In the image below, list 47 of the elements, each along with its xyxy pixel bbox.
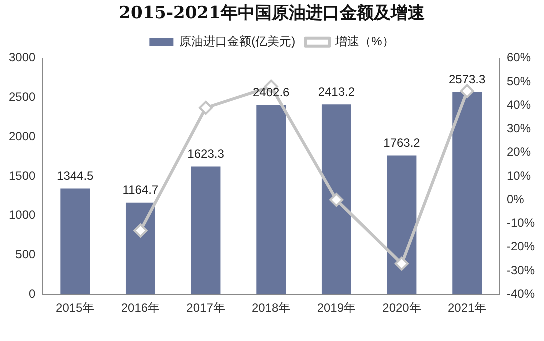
point (330, 193, 344, 208)
y2-tick-label: 50% (506, 74, 532, 88)
y2-tick-label: 30% (506, 122, 532, 136)
point (134, 224, 148, 238)
y2-tick-label: 0% (506, 192, 525, 206)
y2-tick-label: 60% (506, 50, 532, 65)
data-label: 1763.2 (384, 136, 421, 150)
bar (256, 105, 286, 295)
y2-tick-label: 20% (506, 145, 532, 160)
y-tick-label: 1500 (8, 168, 36, 183)
y2-tick-label: -30% (506, 263, 536, 278)
y-tick-label: 2500 (8, 90, 36, 104)
y-tick-label: 2000 (8, 129, 36, 144)
x-tick-label: 2019年 (317, 301, 356, 316)
point (460, 84, 474, 98)
data-label: 1164.7 (122, 183, 159, 198)
bar (60, 188, 90, 295)
x-tick-label: 2016年 (121, 301, 160, 316)
y-tick-label: 3000 (8, 50, 36, 65)
data-label: 2402.6 (252, 86, 290, 100)
x-tick-label: 2015年 (56, 301, 95, 316)
x-tick-label: 2020年 (382, 301, 422, 316)
bar (191, 166, 221, 295)
y-tick-label: 0 (29, 286, 36, 301)
point (394, 256, 409, 271)
legend-label: 增速（%） (334, 34, 394, 49)
legend-label: 原油进口金额(亿美元) (180, 34, 296, 49)
data-label: 2413.2 (318, 84, 356, 99)
bar (452, 92, 482, 295)
point (199, 101, 214, 115)
y2-tick-label: -40% (506, 286, 536, 301)
data-label: 1344.5 (57, 169, 94, 184)
y-tick-label: 1000 (8, 208, 36, 222)
bar (387, 156, 417, 295)
bar (322, 104, 352, 295)
data-label: 1623.3 (188, 147, 225, 162)
y2-tick-label: 10% (506, 168, 532, 183)
y-tick-label: 500 (16, 248, 36, 262)
chart-title: 2015-2021年中国原油进口金额及增速 (119, 4, 425, 24)
x-tick-label: 2018年 (252, 301, 291, 316)
x-tick-label: 2017年 (186, 301, 226, 316)
x-tick-label: 2021年 (448, 301, 487, 316)
data-label: 2573.3 (448, 72, 486, 86)
y2-tick-label: -20% (506, 240, 536, 254)
bar (126, 202, 156, 295)
y2-tick-label: -10% (506, 216, 536, 230)
y2-tick-label: 40% (506, 98, 532, 112)
